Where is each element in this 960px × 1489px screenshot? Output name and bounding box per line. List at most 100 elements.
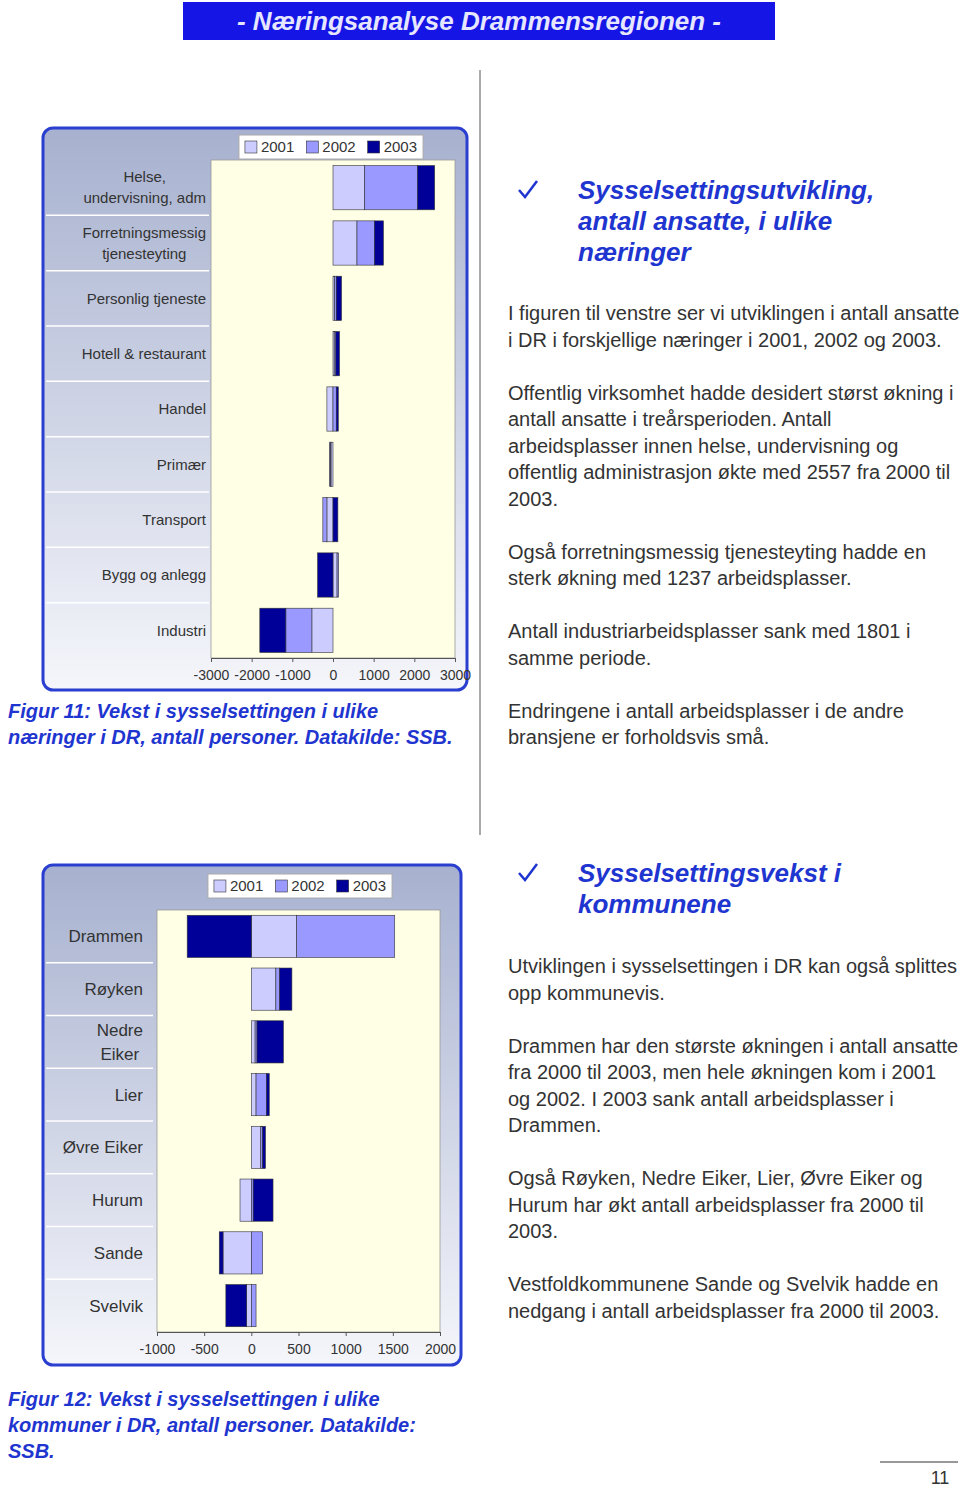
category-label: Bygg og anlegg <box>102 566 206 583</box>
bar <box>253 1179 273 1221</box>
bar <box>251 1021 255 1063</box>
bars <box>260 166 435 653</box>
tick-mark <box>374 658 375 662</box>
tick-label: -1000 <box>275 667 311 683</box>
tick: 1000 <box>359 658 390 683</box>
bar <box>223 1232 251 1274</box>
tick-mark <box>299 1332 300 1336</box>
page: - Næringsanalyse Drammensregionen --3000… <box>0 0 960 1489</box>
bar <box>318 553 333 597</box>
column-divider <box>480 70 481 835</box>
tick-label: -2000 <box>234 667 270 683</box>
tick: -1000 <box>275 658 311 683</box>
tick-mark <box>251 1332 252 1336</box>
category-label: Industri <box>157 622 206 639</box>
category-label: Sande <box>94 1244 143 1263</box>
tick-mark <box>414 658 415 662</box>
category-label: Svelvik <box>89 1297 143 1316</box>
bar <box>266 1074 269 1116</box>
tick-label: 1500 <box>378 1341 409 1357</box>
chart: -3000-2000-10000100020003000Helse,underv… <box>43 128 471 690</box>
legend-label: 2002 <box>291 877 324 894</box>
tick-label: 1000 <box>359 667 390 683</box>
category-label: Primær <box>157 456 206 473</box>
tick-mark <box>292 658 293 662</box>
page-number: 11 <box>931 1468 950 1488</box>
section-body: I figuren til venstre ser vi utviklingen… <box>508 300 960 777</box>
bar <box>337 553 339 597</box>
section-body: Utviklingen i sysselsettingen i DR kan o… <box>508 953 960 1351</box>
tick: 3000 <box>440 658 471 683</box>
figure-caption: Figur 11: Vekst i sysselsettingen i ulik… <box>8 698 458 750</box>
tick-mark <box>204 1332 205 1336</box>
plot-area <box>211 160 455 658</box>
tick-mark <box>157 1332 158 1336</box>
category-label: Drammen <box>68 927 143 946</box>
category-label: Personlig tjeneste <box>87 290 206 307</box>
row-separator <box>46 602 209 604</box>
bar <box>219 1232 223 1274</box>
tick-label: -3000 <box>194 667 230 683</box>
bar <box>336 332 340 376</box>
tick-mark <box>393 1332 394 1336</box>
row-separator <box>46 962 153 964</box>
legend-label: 2003 <box>353 877 386 894</box>
tick: 1500 <box>378 1332 409 1357</box>
bars <box>187 915 395 1326</box>
row-separator <box>46 547 209 549</box>
tick: -500 <box>191 1332 219 1357</box>
section-heading: Sysselsettingsutvikling, antall ansatte,… <box>578 175 918 268</box>
bar <box>263 1126 266 1168</box>
bar <box>297 915 395 957</box>
tick: -3000 <box>194 658 230 683</box>
category-label: Hurum <box>92 1191 143 1210</box>
x-axis: -3000-2000-10000100020003000 <box>194 658 472 683</box>
chart-frame <box>43 128 467 690</box>
bar <box>333 387 336 431</box>
chart-frame <box>43 865 461 1365</box>
section-heading: Sysselsettingsvekst i kommunene <box>578 858 918 920</box>
legend-swatch <box>275 880 287 892</box>
chart: -1000-5000500100015002000DrammenRøykenNe… <box>43 865 461 1365</box>
row-separator <box>46 1068 153 1070</box>
axis-line <box>158 1333 441 1337</box>
legend-box <box>239 135 423 159</box>
paragraph: Endringene i antall arbeidsplasser i de … <box>508 698 960 751</box>
paragraph: Antall industriarbeidsplasser sank med 1… <box>508 618 960 671</box>
bar <box>226 1285 247 1327</box>
bar <box>329 442 330 486</box>
bar <box>333 166 365 210</box>
category-label: Hotell & restaurant <box>82 345 207 362</box>
bar <box>357 221 374 265</box>
row-separator <box>46 325 209 327</box>
bar <box>280 968 292 1010</box>
bar <box>418 166 435 210</box>
row-separator <box>46 491 209 493</box>
row-separator <box>46 1173 153 1175</box>
bar <box>327 498 333 542</box>
category-label: Øvre Eiker <box>63 1138 144 1157</box>
row-separator <box>46 1279 153 1281</box>
row-separator <box>46 1015 153 1017</box>
tick-label: 1000 <box>331 1341 362 1357</box>
checkmark <box>519 864 537 880</box>
row-separator <box>46 1226 153 1228</box>
legend-swatch <box>306 141 318 153</box>
bar <box>286 608 312 652</box>
paragraph: I figuren til venstre ser vi utviklingen… <box>508 300 960 353</box>
x-axis: -1000-5000500100015002000 <box>140 1332 457 1357</box>
tick: 0 <box>330 658 338 683</box>
legend-label: 2001 <box>261 138 294 155</box>
bar <box>333 498 338 542</box>
bar <box>333 221 357 265</box>
legend-box <box>208 874 392 898</box>
bar <box>327 387 333 431</box>
row-separator <box>46 436 209 438</box>
legend-swatch <box>368 141 380 153</box>
bar <box>251 1126 260 1168</box>
axis-line <box>212 659 456 663</box>
tick-label: 0 <box>248 1341 256 1357</box>
bar <box>336 387 338 431</box>
bar <box>312 608 333 652</box>
bar <box>251 1285 256 1327</box>
